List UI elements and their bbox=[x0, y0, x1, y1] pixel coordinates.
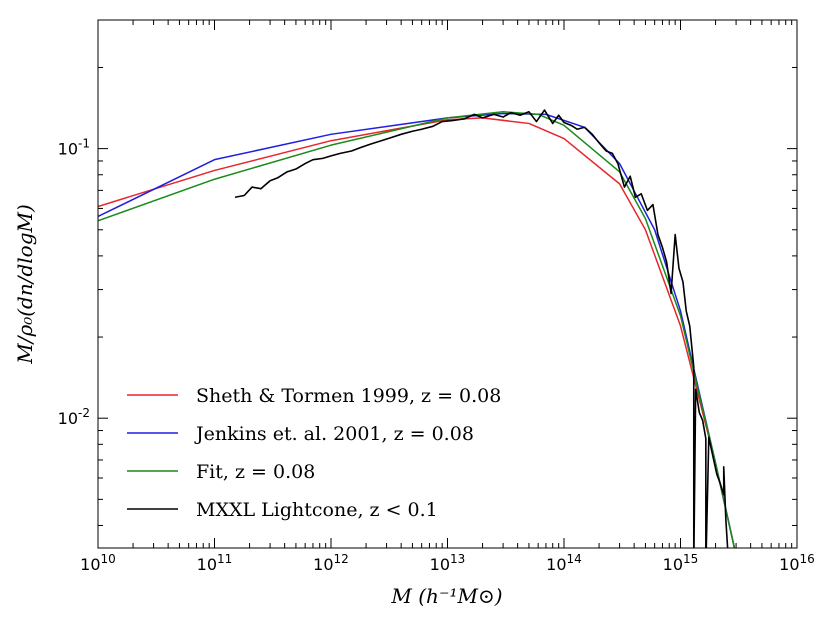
x-tick-label: 1016 bbox=[779, 552, 815, 574]
y-axis-title: M/ρ₀(dn/dlogM) bbox=[13, 204, 37, 365]
x-tick-label: 1015 bbox=[663, 552, 699, 574]
axis-ticks bbox=[97, 20, 797, 548]
series-line-0 bbox=[98, 117, 736, 548]
x-tick-label: 1011 bbox=[197, 552, 233, 574]
plot-area bbox=[98, 20, 797, 548]
legend-label-2: Fit, z = 0.08 bbox=[196, 461, 315, 483]
x-tick-label: 1010 bbox=[80, 552, 116, 574]
y-tick-label: 10-1 bbox=[58, 137, 90, 159]
x-tick-labels: 1010 1011 1012 1013 1014 1015 1016 bbox=[80, 552, 815, 574]
x-axis-title: M (h⁻¹M⊙) bbox=[390, 584, 502, 608]
legend-label-1: Jenkins et. al. 2001, z = 0.08 bbox=[194, 423, 474, 445]
legend-label-0: Sheth & Tormen 1999, z = 0.08 bbox=[196, 385, 501, 407]
legend: Sheth & Tormen 1999, z = 0.08 Jenkins et.… bbox=[127, 385, 501, 521]
x-tick-label: 1012 bbox=[313, 552, 349, 574]
plot-frame bbox=[97, 19, 798, 549]
y-tick-labels: 10-1 10-2 bbox=[58, 137, 90, 429]
series-line-3 bbox=[234, 109, 729, 548]
series-lines bbox=[98, 109, 736, 548]
x-tick-label: 1014 bbox=[546, 552, 582, 574]
legend-label-3: MXXL Lightcone, z < 0.1 bbox=[196, 499, 438, 521]
x-tick-label: 1013 bbox=[430, 552, 466, 574]
series-line-1 bbox=[98, 112, 736, 548]
y-tick-label: 10-2 bbox=[58, 406, 90, 428]
